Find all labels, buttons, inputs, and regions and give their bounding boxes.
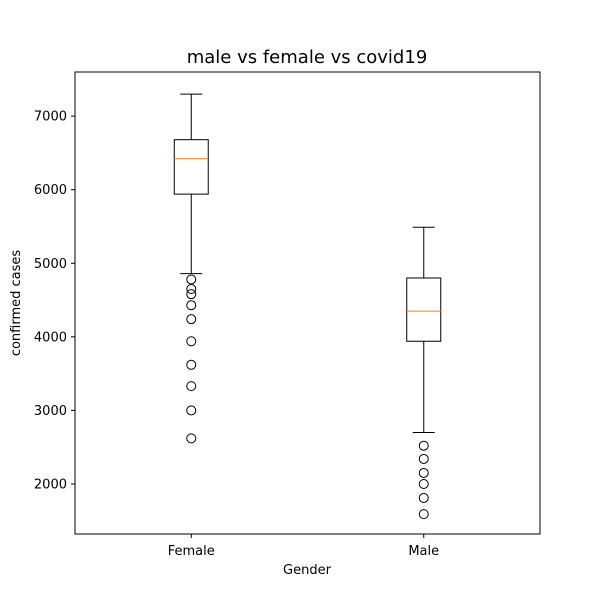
y-tick-label-7000: 7000 <box>34 110 67 125</box>
female-outlier-point <box>186 433 197 444</box>
plot-area: 2000 3000 4000 5000 6000 7000 Female Male <box>34 71 541 559</box>
male-outlier-point <box>418 467 429 478</box>
male-outlier-point <box>418 440 429 451</box>
y-tick-label-6000: 6000 <box>34 183 67 198</box>
male-outlier-point <box>418 478 429 489</box>
female-box <box>173 139 209 195</box>
x-tick-label-female: Female <box>168 544 215 559</box>
female-outlier-point <box>186 300 197 311</box>
y-tick-label-4000: 4000 <box>34 330 67 345</box>
x-tick-label-male: Male <box>408 544 439 559</box>
female-outlier-point <box>186 314 197 325</box>
y-tick-label-3000: 3000 <box>34 404 67 419</box>
female-outlier-point <box>186 289 197 300</box>
y-tick-label-2000: 2000 <box>34 477 67 492</box>
y-axis-label: confirmed cases <box>9 250 24 357</box>
chart-title: male vs female vs covid19 <box>187 47 428 68</box>
y-tick-label-5000: 5000 <box>34 257 67 272</box>
plot-frame <box>74 71 541 535</box>
female-outlier-point <box>186 359 197 370</box>
female-outlier-point <box>186 381 197 392</box>
female-outlier-point <box>186 284 197 295</box>
female-outlier-point <box>186 336 197 347</box>
female-outlier-point <box>186 405 197 416</box>
x-axis-label: Gender <box>283 563 332 578</box>
male-outlier-point <box>418 453 429 464</box>
male-outlier-point <box>418 509 429 520</box>
female-outlier-point <box>186 274 197 285</box>
male-outlier-point <box>418 492 429 503</box>
male-box <box>406 277 442 342</box>
